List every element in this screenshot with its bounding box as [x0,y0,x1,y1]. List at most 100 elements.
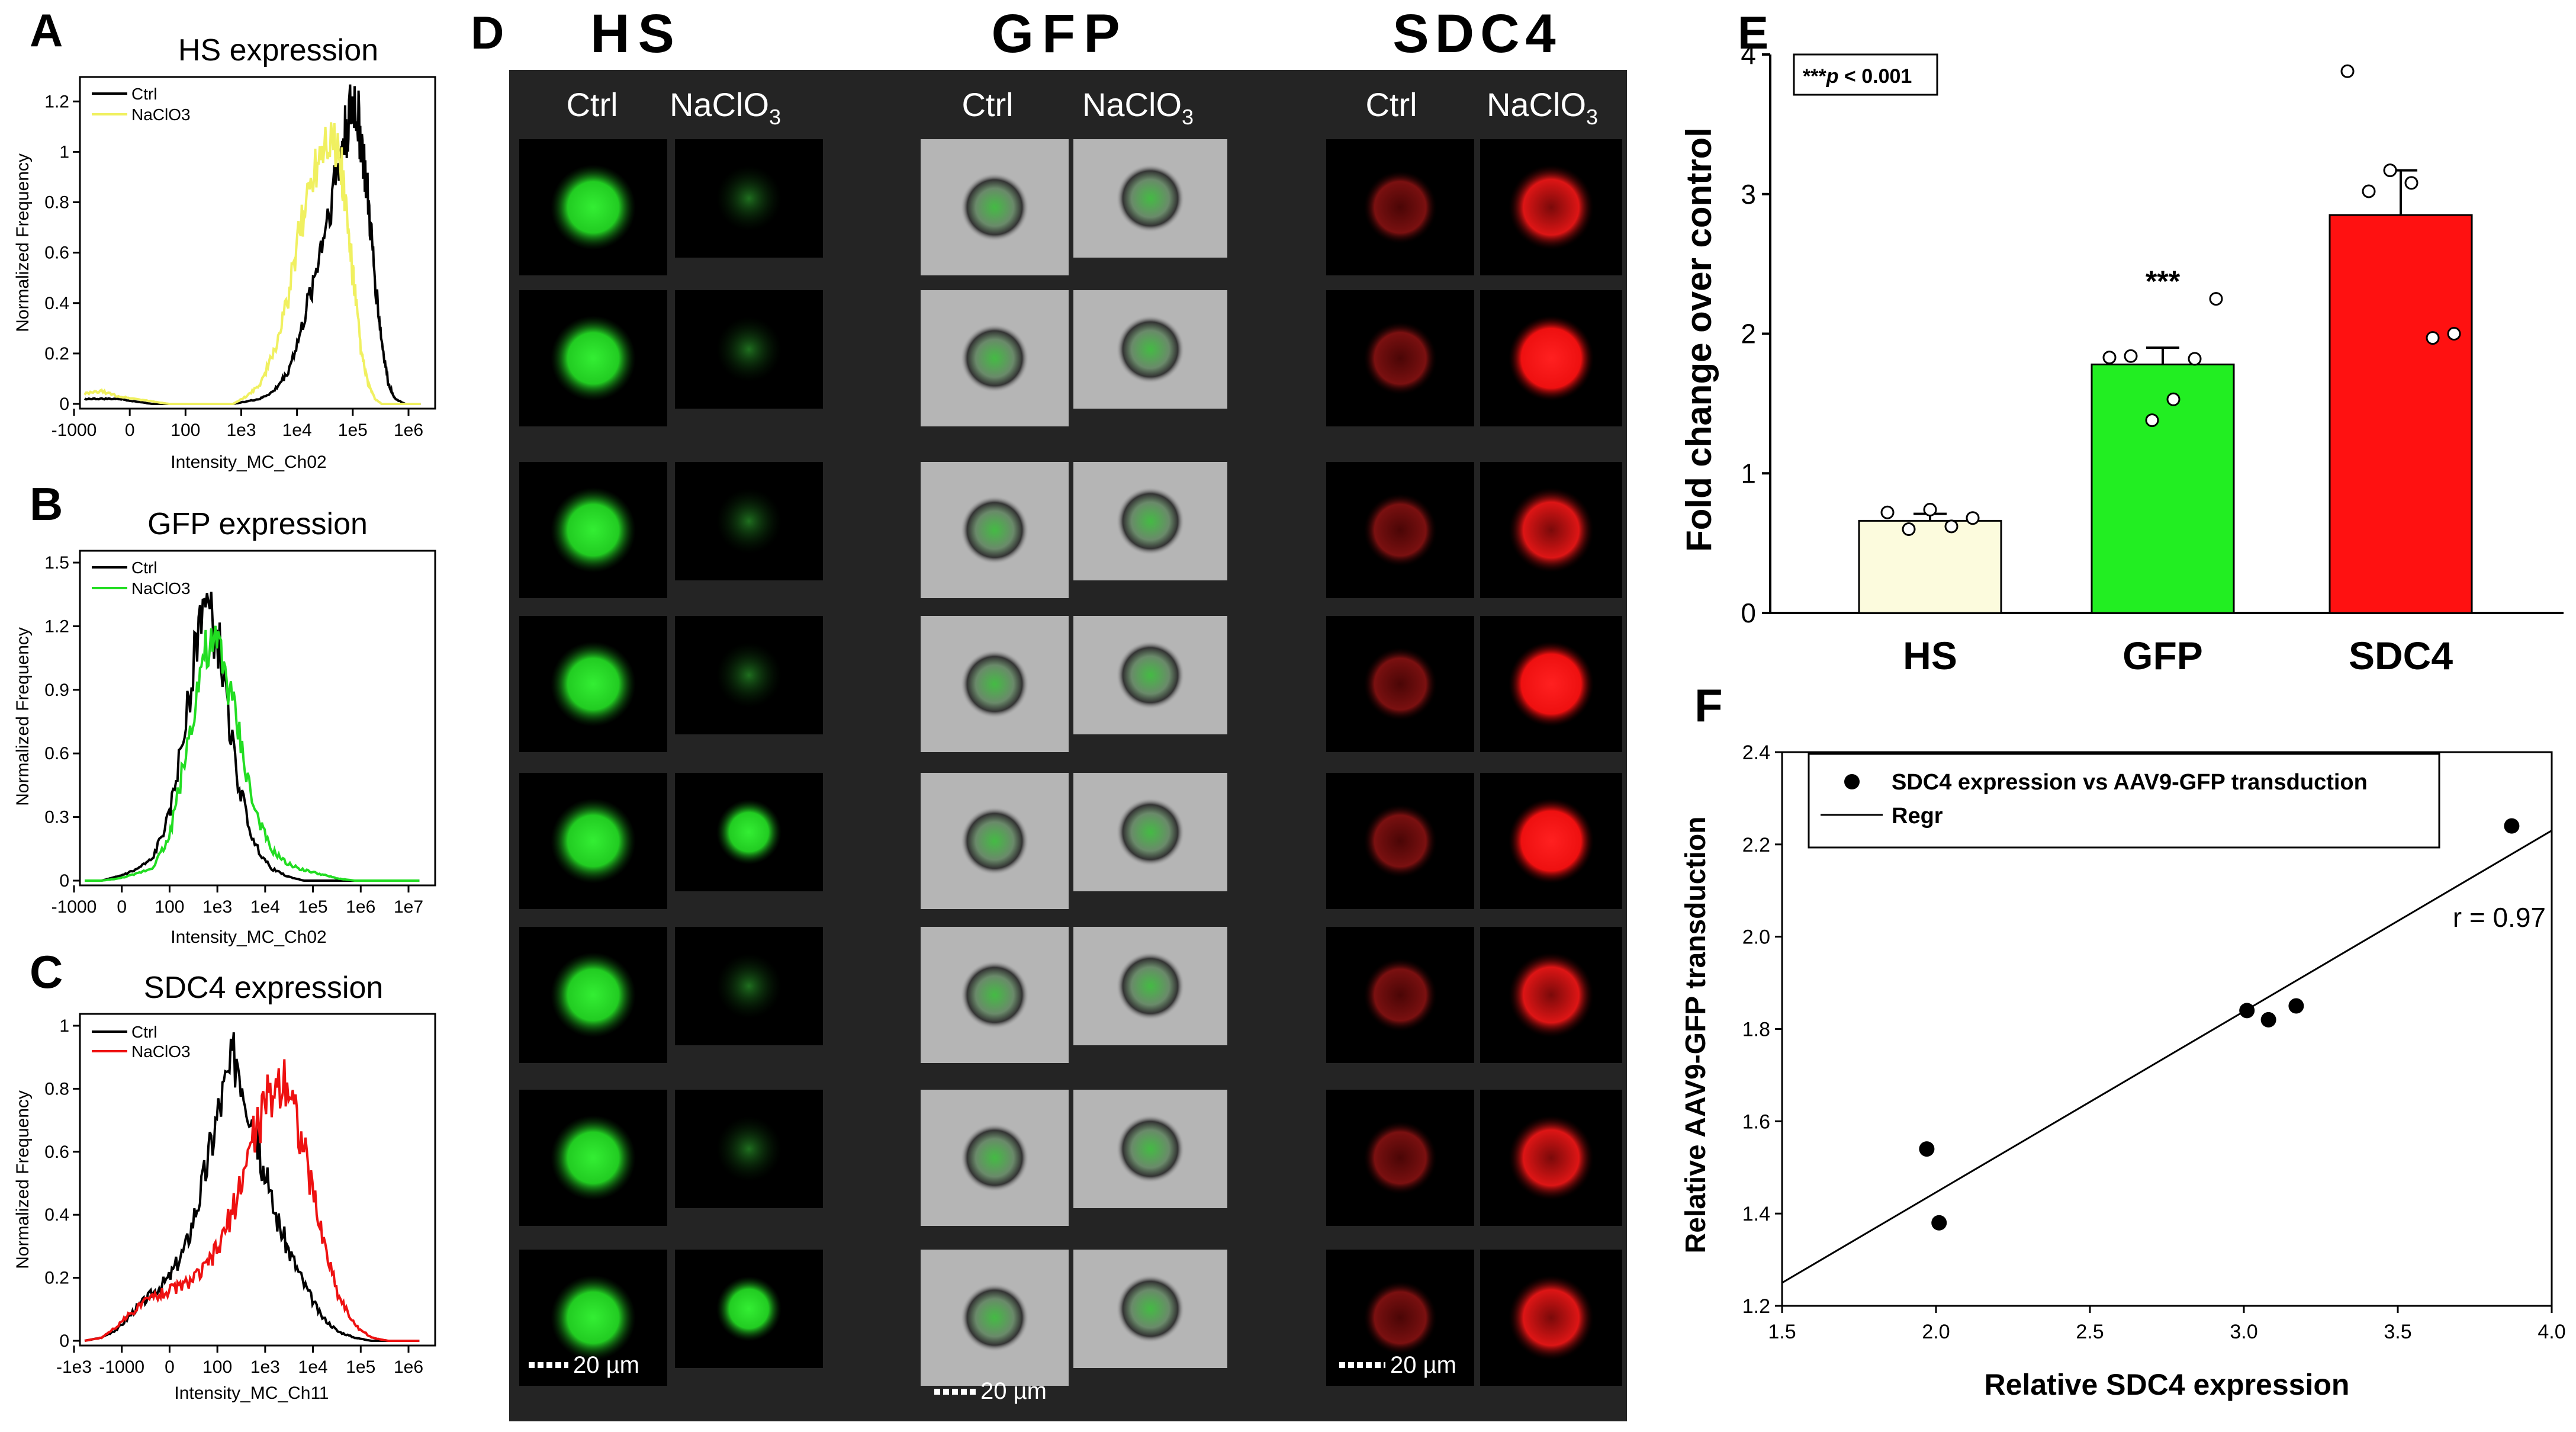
data-point [2340,64,2355,78]
cell [1363,958,1437,1032]
panel-c-ylabel: Normalized Frequency [13,1090,33,1269]
data-point [2209,292,2223,306]
cell [1509,798,1594,884]
histogram-ctrl [83,84,421,405]
panel-a-frame [79,76,436,410]
ytick-label: 1.4 [1742,1203,1770,1225]
xtick-label: -1000 [52,420,97,440]
xtick-label: 0 [125,420,135,440]
xtick-label: -1000 [52,897,97,917]
panel-b-frame [79,550,436,887]
data-point [2124,349,2138,363]
data-point [2145,413,2159,428]
panel-d-title-hs: HS [590,4,683,64]
ytick-label: 1.2 [44,617,69,636]
xtick-label: 1e6 [394,420,423,440]
xtick-label: 1e5 [346,1357,375,1377]
panel-d: D HS GFP SDC4 Ctrl NaClO3 Ctrl NaClO3 Ct… [471,4,1627,1421]
xtick-label: 3.5 [2384,1321,2411,1343]
ytick-label: 2.2 [1742,834,1770,856]
panel-a-curves [83,84,421,405]
cell [960,1123,1029,1192]
xtick-label: 1e5 [338,420,368,440]
xtick-label: 1.5 [1768,1321,1796,1343]
panel-e-letter: E [1738,7,1768,59]
panel-d-column-headers: Ctrl NaClO3 Ctrl NaClO3 Ctrl NaClO3 [566,86,1598,129]
col-hs-ctrl: Ctrl [566,86,618,123]
scale-label-gfp: 20 µm [980,1378,1047,1404]
ytick-label: 0.9 [44,680,69,700]
cell [1363,1121,1437,1195]
xtick-label: 2.5 [2076,1321,2104,1343]
ytick-label: 0.6 [44,243,69,263]
xtick-label: -1000 [99,1357,144,1377]
ytick-label: 2.4 [1742,741,1770,764]
panel-d-scale-bars: 20 µm 20 µm 20 µm [529,1352,1456,1404]
cell [1363,322,1437,395]
panel-b-legend: Ctrl NaClO3 [92,558,191,598]
xtick-label: 100 [202,1357,232,1377]
data-point [2166,392,2181,406]
legend-label-ctrl: Ctrl [131,85,157,103]
cell [716,1116,782,1181]
cell [1509,165,1594,250]
cell [551,798,636,884]
xtick-label: 1e4 [282,420,312,440]
legend-box [1808,753,2440,849]
cell [1509,952,1594,1038]
panel-a-legend: Ctrl NaClO3 [92,85,191,124]
ytick-label: 0.8 [44,1079,69,1099]
col-sdc4-naclo3: NaClO3 [1487,86,1598,129]
ytick-label: 2 [1741,319,1756,349]
scatter-point [2260,1012,2276,1028]
data-point [1966,511,1980,525]
panel-a-letter: A [30,4,63,56]
xtick-label: 100 [155,897,184,917]
legend-label-ctrl: Ctrl [131,558,157,577]
ytick-label: 1.8 [1742,1019,1770,1041]
cell [1116,798,1185,866]
cell [1116,641,1185,709]
cell [1363,804,1437,878]
panel-e: E 0 1 2 3 4 Fold change over control HS GFP SDC4… [1679,7,2564,678]
ytick-label: 3 [1741,179,1756,210]
ytick-label: 0.6 [44,744,69,763]
ytick-label: 0 [59,394,69,414]
cell [716,643,782,708]
xtick-label: 1e3 [226,420,256,440]
cell [960,173,1029,242]
ytick-label: 4 [1741,39,1756,70]
data-point [2102,351,2117,365]
panel-d-title-gfp: GFP [991,4,1128,64]
panel-b-xlabel: Intensity_MC_Ch02 [171,927,326,947]
cell [551,487,636,573]
data-point [2362,184,2376,198]
bar-sdc4 [2329,214,2473,614]
cell [960,1283,1029,1352]
category-label: HS [1903,634,1957,678]
scatter-point [2288,998,2304,1014]
cell [716,489,782,554]
cell [716,317,782,382]
xtick-label: 3.0 [2230,1321,2257,1343]
xtick-label: 0 [117,897,127,917]
panel-d-letter: D [471,7,504,59]
ytick-label: 1 [59,142,69,162]
xtick-label: 100 [171,420,200,440]
panel-b-xticks: -1000 0 100 1e3 1e4 1e5 1e6 1e7 [52,885,423,917]
xtick-label: 1e3 [250,1357,280,1377]
cell [1509,316,1594,401]
panel-c-legend: Ctrl NaClO3 [92,1023,191,1061]
cell [960,961,1029,1029]
cell [1363,171,1437,244]
panel-d-title-sdc4: SDC4 [1392,4,1561,64]
r-value: r = 0.97 [2453,902,2546,933]
scatter-point [2239,1003,2255,1019]
cell [1509,641,1594,727]
xtick-label: 1e3 [202,897,232,917]
ytick-label: 0.3 [44,808,69,827]
col-gfp-naclo3: NaClO3 [1082,86,1194,129]
ytick-label: 0.2 [44,344,69,364]
scatter-point [1919,1141,1935,1157]
cell [551,1275,636,1360]
